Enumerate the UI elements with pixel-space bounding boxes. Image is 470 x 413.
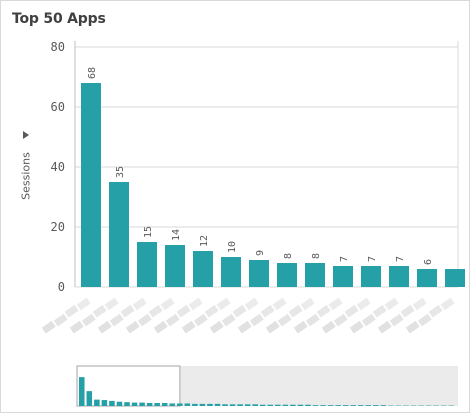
navigator-bar — [259, 404, 266, 406]
x-category-label-blurred — [153, 297, 203, 334]
navigator-bar — [252, 404, 258, 406]
navigator-bar — [357, 405, 364, 406]
y-tick-label: 20 — [51, 220, 65, 234]
bar[interactable] — [445, 269, 465, 287]
navigator-bar — [244, 404, 251, 406]
navigator-window-handle[interactable] — [76, 365, 181, 407]
x-category-label-blurred — [349, 297, 399, 334]
x-category-label-blurred — [41, 297, 91, 334]
data-label: 8 — [283, 253, 294, 259]
navigator-bar — [101, 400, 108, 406]
navigator-bar — [131, 402, 138, 406]
bar[interactable] — [361, 266, 381, 287]
x-category-label-blurred — [125, 297, 175, 334]
navigator-bar — [139, 402, 145, 406]
bar[interactable] — [249, 260, 269, 287]
data-label: 10 — [227, 241, 238, 253]
data-label: 7 — [395, 256, 406, 262]
data-label: 68 — [87, 67, 98, 79]
navigator-bar — [169, 403, 176, 406]
bar[interactable] — [137, 242, 157, 287]
data-label: 12 — [199, 235, 210, 247]
navigator-bar — [305, 404, 311, 406]
x-category-label-blurred — [69, 297, 119, 334]
y-tick-label: 60 — [51, 100, 65, 114]
navigator-bar — [222, 404, 228, 406]
x-category-label-blurred — [321, 297, 371, 334]
bar[interactable] — [109, 182, 129, 287]
navigator-bar — [154, 403, 160, 406]
navigator-bar — [275, 404, 281, 406]
navigator-bar — [94, 399, 100, 406]
x-category-label-blurred — [181, 297, 231, 334]
bar[interactable] — [165, 245, 185, 287]
data-labels: 68 35 15 14 12 10 9 8 8 7 7 7 6 — [87, 67, 434, 265]
navigator-bar — [116, 401, 123, 406]
navigator-bar — [214, 403, 221, 406]
navigator-bar — [199, 403, 206, 406]
bar[interactable] — [305, 263, 325, 287]
bar[interactable] — [417, 269, 437, 287]
y-axis-ticks: 0 20 40 60 80 — [51, 40, 65, 294]
navigator-bar — [335, 405, 341, 406]
x-category-label-blurred — [265, 297, 315, 334]
bar[interactable] — [81, 83, 101, 287]
y-tick-label: 80 — [51, 40, 65, 54]
navigator-bar — [86, 391, 93, 406]
navigator-bar — [380, 405, 387, 406]
navigator-bar — [365, 405, 372, 406]
bar[interactable] — [193, 251, 213, 287]
y-tick-label: 0 — [58, 280, 65, 294]
navigator-bar — [267, 404, 274, 406]
navigator-bar — [373, 405, 379, 406]
x-category-label-blurred — [209, 297, 259, 334]
navigator-bar — [297, 404, 304, 406]
data-label: 7 — [339, 256, 350, 262]
grid-lines — [74, 41, 459, 288]
navigator-bar — [312, 405, 319, 406]
bar[interactable] — [221, 257, 241, 287]
navigator-bar — [207, 403, 213, 406]
navigator-bar — [109, 400, 115, 406]
x-category-label-blurred — [237, 297, 287, 334]
navigator-bar — [161, 403, 168, 406]
navigator-bar — [342, 405, 349, 406]
navigator-bar — [79, 377, 85, 406]
navigator-bar — [290, 404, 296, 406]
navigator-bar — [124, 402, 130, 406]
bar[interactable] — [389, 266, 409, 287]
data-label: 8 — [311, 253, 322, 259]
data-label: 14 — [171, 229, 182, 241]
data-label: 9 — [255, 250, 266, 256]
chart-title: Top 50 Apps — [12, 11, 106, 27]
data-label: 15 — [143, 226, 154, 238]
x-axis-category-labels — [41, 297, 455, 334]
navigator-bar — [177, 403, 183, 406]
navigator-bar — [146, 403, 153, 406]
navigator-bar — [350, 405, 356, 406]
x-category-label-blurred — [293, 297, 343, 334]
navigator-bar — [237, 404, 243, 406]
navigator-bar — [192, 403, 198, 406]
triangle-right-icon[interactable] — [23, 131, 29, 139]
data-label: 7 — [367, 256, 378, 262]
navigator-bar — [327, 405, 334, 406]
bar[interactable] — [333, 266, 353, 287]
bar[interactable] — [277, 263, 297, 287]
y-tick-label: 40 — [51, 160, 65, 174]
data-label: 6 — [423, 259, 434, 265]
scroll-navigator — [76, 365, 458, 407]
navigator-bar — [282, 404, 289, 406]
x-category-label-blurred — [405, 297, 455, 334]
navigator-bar — [320, 405, 326, 406]
navigator-bar — [184, 403, 191, 406]
data-label: 35 — [115, 166, 126, 178]
navigator-bar — [229, 404, 236, 406]
x-category-label-blurred — [97, 297, 147, 334]
bars — [81, 83, 465, 287]
x-category-label-blurred — [377, 297, 427, 334]
